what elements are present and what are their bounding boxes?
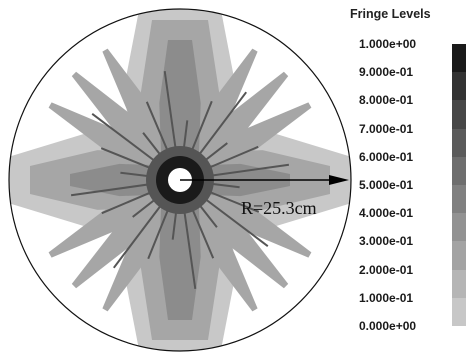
legend-level-label: 1.000e-01	[359, 290, 414, 305]
legend-swatch	[452, 72, 466, 101]
legend-level-label: 0.000e+00	[359, 319, 417, 333]
legend-level-label: 5.000e-01	[359, 178, 414, 192]
legend-level-label: 3.000e-01	[359, 234, 414, 249]
legend-swatch	[452, 128, 466, 157]
legend-level-label: 4.000e-01	[359, 206, 414, 221]
model-boundary	[8, 8, 352, 352]
legend-swatch	[452, 44, 466, 73]
radius-arrowhead	[329, 175, 349, 185]
legend-swatch	[452, 185, 466, 214]
legend-level-label: 7.000e-01	[359, 121, 414, 136]
legend-title: Fringe Levels	[350, 7, 431, 21]
lobe-bottom-core	[159, 180, 201, 320]
legend-swatch	[452, 269, 466, 298]
legend-swatch	[452, 297, 466, 326]
legend-level-label: 9.000e-01	[359, 65, 414, 80]
legend-level-label: 6.000e-01	[359, 149, 414, 164]
legend-swatch	[452, 156, 466, 185]
legend-swatch	[452, 241, 466, 270]
radius-label: R=25.3cm	[241, 198, 317, 218]
legend-swatch	[452, 100, 466, 129]
legend-level-label: 2.000e-01	[359, 262, 414, 277]
legend-swatch	[452, 213, 466, 242]
legend-level-label: 8.000e-01	[359, 93, 414, 108]
legend-level-label: 1.000e+00	[359, 37, 417, 51]
lobe-top-core	[159, 40, 201, 180]
